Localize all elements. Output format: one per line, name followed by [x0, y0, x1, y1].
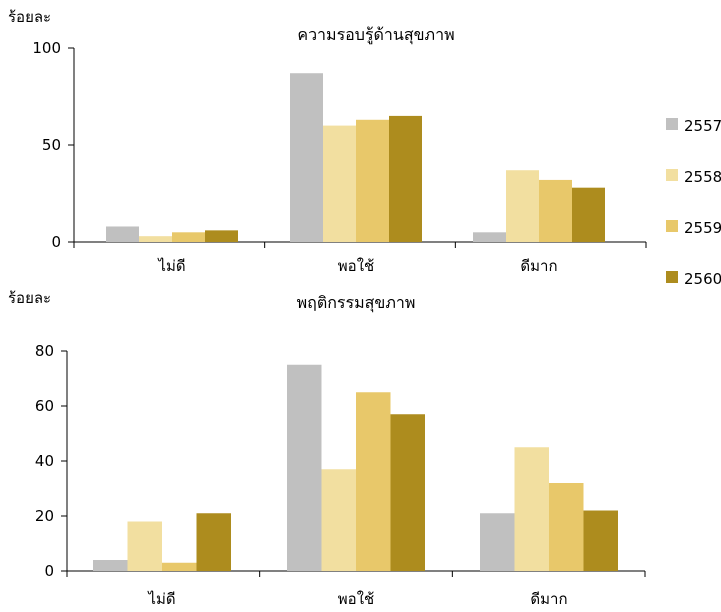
x-tick-label: พอใช้: [338, 257, 374, 275]
bar-2559-ไม่ดี: [172, 232, 205, 242]
y-tick-label: 100: [32, 39, 61, 57]
bar-2558-พอใช้: [321, 469, 356, 571]
bar-2558-ไม่ดี: [139, 236, 172, 242]
bar-2560-พอใช้: [389, 115, 422, 242]
bar-2557-พอใช้: [287, 364, 322, 571]
bar-2558-ไม่ดี: [127, 521, 162, 571]
bar-2558-ดีมาก: [506, 170, 539, 242]
bar-2559-ไม่ดี: [162, 562, 197, 571]
legend-label-2560: 2560: [684, 270, 721, 288]
x-tick-label: ไม่ดี: [147, 590, 175, 608]
legend-swatch-2557: [666, 118, 678, 130]
y-axis-label: ร้อยละ: [8, 8, 51, 26]
y-tick-label: 0: [44, 562, 54, 580]
bar-2560-ไม่ดี: [196, 513, 231, 571]
legend-label-2557: 2557: [684, 117, 721, 135]
bar-2557-ไม่ดี: [93, 560, 128, 571]
chart-title: พฤติกรรมสุขภาพ: [297, 293, 416, 313]
health-literacy-chart: ความรอบรู้ด้านสุขภาพ ร้อยละ 0 50 100 ไม่ดี พ…: [8, 8, 647, 275]
y-tick-label: 40: [35, 452, 54, 470]
bar-2558-ดีมาก: [514, 447, 549, 571]
x-tick-label: ดีมาก: [530, 590, 567, 608]
y-tick-label: 80: [35, 342, 54, 360]
y-tick-label: 0: [51, 233, 61, 251]
legend-swatch-2559: [666, 220, 678, 232]
legend: 2557 2558 2559 2560: [666, 117, 721, 288]
bar-2559-พอใช้: [356, 392, 391, 571]
legend-label-2558: 2558: [684, 168, 721, 186]
bar-2557-ดีมาก: [480, 513, 515, 571]
bar-2560-พอใช้: [390, 414, 425, 571]
bar-2560-ดีมาก: [572, 187, 605, 242]
bar-2557-พอใช้: [290, 73, 323, 242]
bar-2557-ดีมาก: [473, 232, 506, 242]
x-tick-label: พอใช้: [338, 590, 374, 608]
bar-2560-ไม่ดี: [205, 230, 238, 242]
health-behavior-chart: พฤติกรรมสุขภาพ ร้อยละ 0 20 40 60 80 ไม่ดี พอใช…: [8, 289, 646, 608]
y-axis-label: ร้อยละ: [8, 289, 51, 307]
y-tick-label: 20: [35, 507, 54, 525]
legend-swatch-2558: [666, 169, 678, 181]
bar-2559-พอใช้: [356, 119, 389, 242]
chart-title: ความรอบรู้ด้านสุขภาพ: [297, 25, 454, 45]
legend-label-2559: 2559: [684, 219, 721, 237]
x-tick-label: ดีมาก: [520, 257, 557, 275]
bar-2559-ดีมาก: [539, 179, 572, 242]
y-tick-label: 50: [42, 136, 61, 154]
bar-2560-ดีมาก: [583, 510, 618, 571]
bar-2558-พอใช้: [323, 125, 356, 242]
bar-2559-ดีมาก: [549, 483, 584, 571]
bar-2557-ไม่ดี: [106, 226, 139, 242]
legend-swatch-2560: [666, 271, 678, 283]
y-tick-label: 60: [35, 397, 54, 415]
x-tick-label: ไม่ดี: [157, 257, 185, 275]
